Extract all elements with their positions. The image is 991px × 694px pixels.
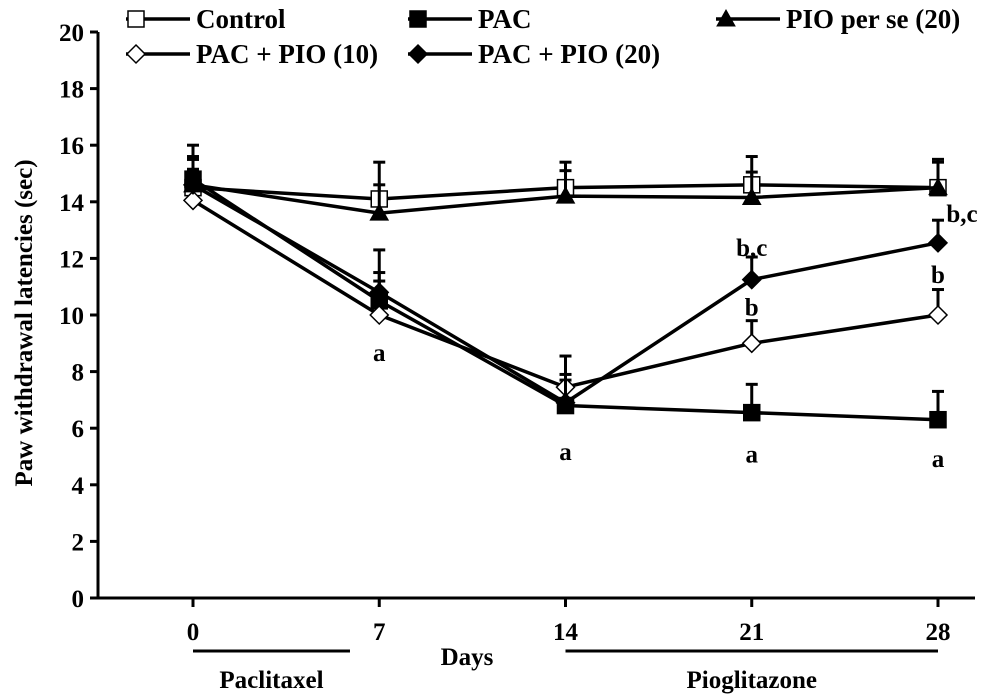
annotations: a a a a b b,c b b,c [373,201,978,473]
legend-marker [127,10,145,28]
annotation-label: b,c [946,201,977,228]
annotation-label: a [932,446,945,473]
legend-label: PAC + PIO (10) [196,39,378,69]
data-point [741,269,762,290]
y-axis-label: Paw withdrawal latencies (sec) [11,159,38,486]
data-point [182,190,204,211]
data-point [369,282,390,303]
data-point [741,187,762,206]
legend-label: PAC [478,4,532,34]
legend-label: Control [196,4,286,34]
legend-entry: PIO per se (20) [716,4,960,34]
treatment-bars: Paclitaxel Pioglitazone [193,649,938,694]
data-point [741,333,762,354]
y-tick-label: 18 [59,77,84,104]
data-point [182,174,204,195]
legend-marker [409,10,427,28]
x-tick-label: 14 [553,619,579,646]
legend-marker [716,8,736,27]
data-point [743,403,761,422]
y-tick-label: 10 [59,303,84,330]
y-tick-label: 14 [59,190,85,217]
y-tick-label: 16 [59,133,84,160]
legend-entry: PAC + PIO (20) [407,39,660,69]
annotation-label: b [745,295,759,322]
x-tick-label: 21 [739,619,764,646]
legend-marker [125,43,147,65]
y-tick-label: 2 [72,529,85,556]
annotation-label: b,c [736,235,767,262]
legend-marker [407,43,429,65]
data-point [369,304,390,326]
x-axis-ticks: 0 7 14 21 28 [187,598,951,646]
x-tick-label: 0 [187,619,200,646]
annotation-label: a [559,439,572,466]
y-tick-label: 20 [59,20,84,47]
y-tick-label: 0 [72,586,85,613]
annotation-label: b [931,262,945,289]
axes [96,32,975,600]
data-point [927,304,949,326]
legend-entry: PAC [408,4,532,34]
legend-label: PAC + PIO (20) [478,39,660,69]
series-group [182,143,949,429]
legend-entry: PAC + PIO (10) [125,39,378,69]
legend: Control PAC PIO per se (20) PAC + PIO (10) P… [125,4,960,69]
data-point [927,232,949,253]
data-point [555,392,576,413]
x-tick-label: 7 [373,619,386,646]
series-4 [182,155,949,413]
y-tick-label: 4 [72,473,85,500]
x-axis-label: Days [441,644,494,671]
y-axis-ticks: 0 2 4 6 8 10 12 14 16 18 20 [59,20,98,613]
y-tick-label: 12 [59,246,84,273]
data-point [555,186,576,204]
annotation-label: a [746,442,759,469]
data-point [928,177,948,196]
legend-label: PIO per se (20) [786,4,960,34]
legend-entry: Control [126,4,286,34]
y-tick-label: 6 [72,416,85,443]
treatment-bar-label: Pioglitazone [686,667,817,694]
y-tick-label: 8 [72,360,85,387]
data-point [369,203,390,221]
treatment-bar-label: Paclitaxel [219,667,323,694]
x-tick-label: 28 [926,619,951,646]
annotation-label: a [373,340,386,367]
data-point [929,410,947,429]
